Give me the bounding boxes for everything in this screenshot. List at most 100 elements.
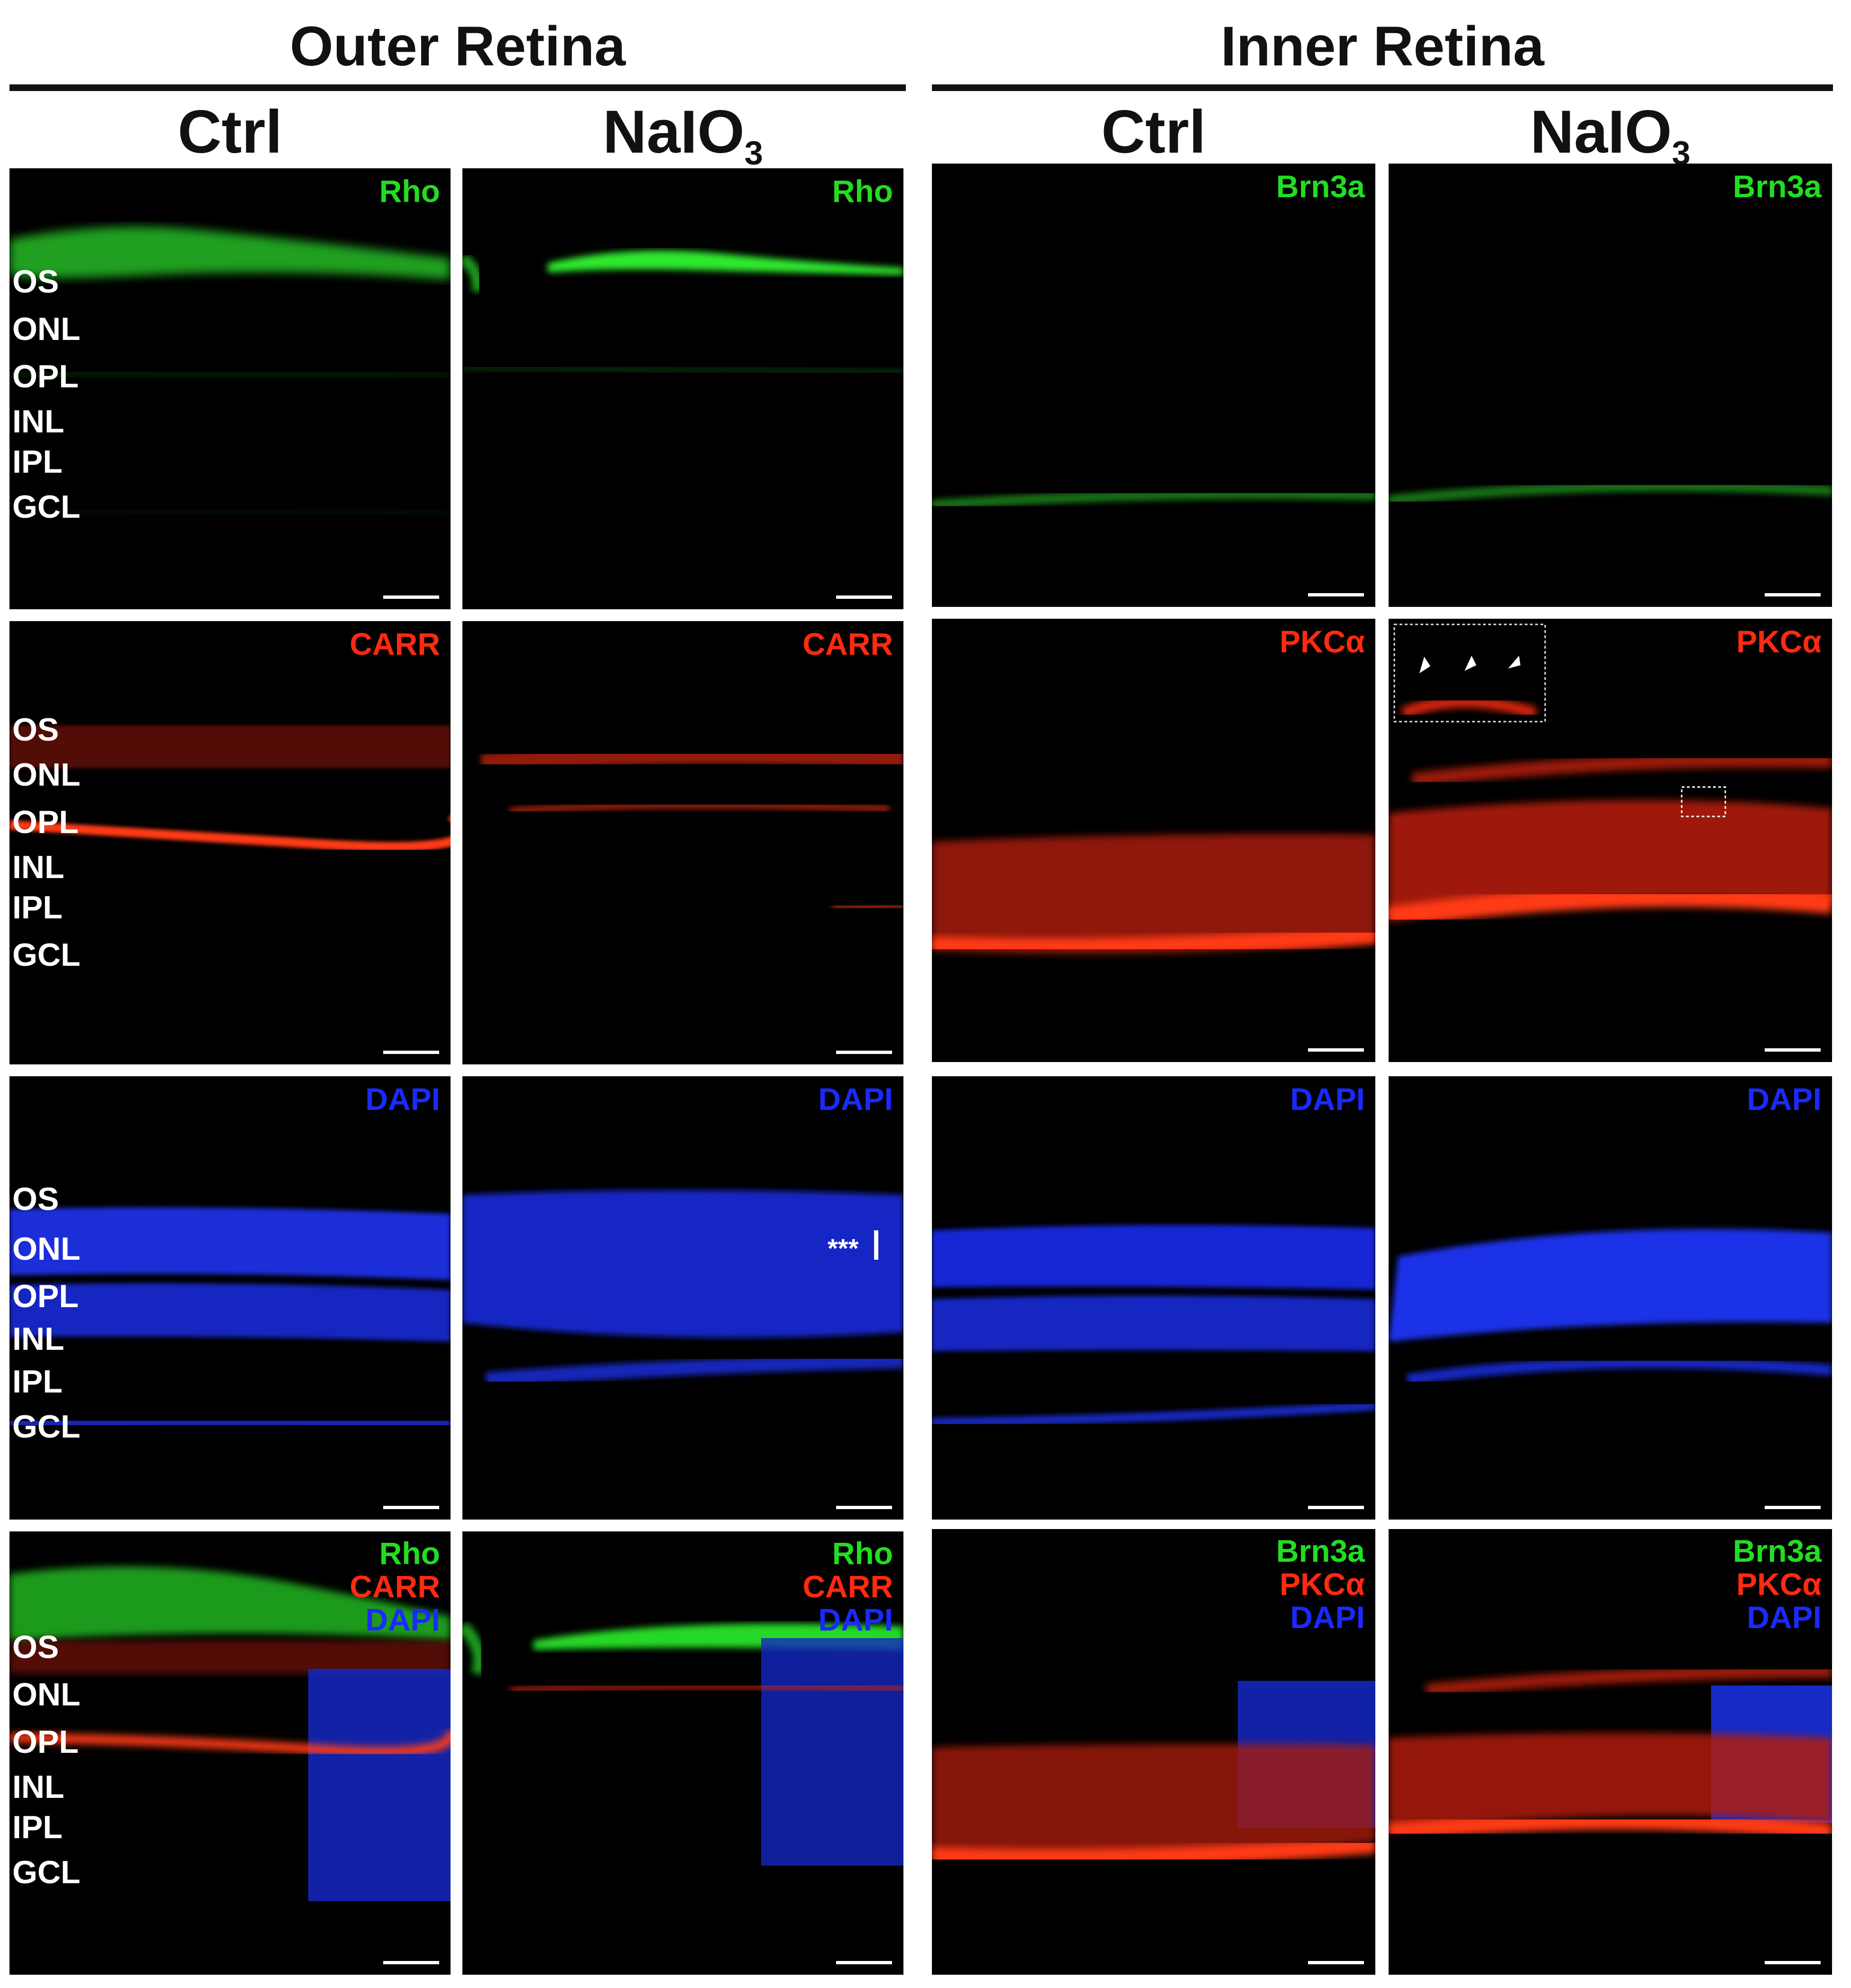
channel-label-dapi: DAPI: [365, 1602, 440, 1637]
inner-retina-title: Inner Retina: [1221, 15, 1544, 78]
channel-label-dapi: DAPI: [818, 1602, 893, 1637]
channel-label-carr: CARR: [350, 1569, 440, 1604]
layer-label-gcl: GCL: [12, 1409, 81, 1445]
scale-bar: [1308, 1506, 1364, 1509]
layer-label-ipl: IPL: [12, 1809, 63, 1845]
layer-label-ipl: IPL: [12, 1364, 63, 1400]
dapi-stain-image: [932, 1225, 1375, 1427]
panel-inner-naio3-brn3a: Brn3a: [1389, 164, 1832, 607]
pkca-stain-image: [1389, 623, 1832, 928]
layer-label-inl: INL: [12, 849, 64, 885]
merged-stain-image: [462, 1622, 903, 1866]
channel-label-dapi: DAPI: [1290, 1600, 1365, 1635]
channel-label-pkca: PKCα: [1280, 1567, 1365, 1602]
panel-outer-naio3-rho: Rho: [462, 168, 903, 609]
layer-label-onl: ONL: [12, 757, 81, 793]
layer-label-ipl: IPL: [12, 889, 63, 925]
layer-label-inl: INL: [12, 1769, 64, 1805]
channel-label-pkca: PKCα: [1280, 624, 1365, 659]
channel-label-brn3a: Brn3a: [1276, 169, 1365, 204]
significance-marker: ***: [828, 1233, 859, 1263]
col-header-outer-ctrl: Ctrl: [177, 98, 283, 166]
layer-label-opl: OPL: [12, 358, 79, 394]
panel-outer-ctrl-dapi: DAPI OS ONL OPL INL IPL GCL: [9, 1076, 451, 1520]
layer-label-gcl: GCL: [12, 937, 81, 973]
scale-bar: [1765, 1506, 1821, 1509]
panel-outer-naio3-merge: Rho CARR DAPI: [462, 1531, 903, 1975]
rho-stain-image: [462, 250, 903, 376]
scale-bar: [383, 1506, 439, 1509]
channel-label-pkca: PKCα: [1736, 624, 1822, 659]
layer-label-onl: ONL: [12, 311, 81, 347]
layer-label-onl: ONL: [12, 1677, 81, 1713]
pkca-stain-image: [932, 834, 1375, 958]
panel-inner-ctrl-merge: Brn3a PKCα DAPI: [932, 1529, 1375, 1975]
panel-inner-ctrl-brn3a: Brn3a: [932, 164, 1375, 607]
carr-stain-image: [9, 725, 451, 852]
layer-label-ipl: IPL: [12, 444, 63, 480]
carr-stain-image: [480, 745, 903, 911]
layer-label-opl: OPL: [12, 1278, 79, 1314]
rho-stain-image: [9, 227, 451, 516]
scale-bar: [1308, 1961, 1364, 1964]
channel-label-dapi: DAPI: [365, 1081, 440, 1117]
col-header-outer-naio3: NaIO3: [603, 98, 763, 172]
layer-label-os: OS: [12, 712, 59, 748]
scale-bar: [383, 595, 439, 599]
dapi-stain-image: [1389, 1228, 1832, 1385]
col-header-inner-naio3: NaIO3: [1530, 98, 1691, 172]
channel-label-brn3a: Brn3a: [1276, 1533, 1365, 1568]
merged-stain-image: [9, 1567, 451, 1901]
channel-label-rho: Rho: [832, 1536, 893, 1571]
scale-bar: [383, 1961, 439, 1964]
panel-inner-naio3-pkca: PKCα: [1389, 619, 1832, 1062]
panel-outer-ctrl-carr: CARR OS ONL OPL INL IPL GCL: [9, 621, 451, 1064]
panel-outer-naio3-carr: CARR: [462, 621, 903, 1064]
panel-outer-naio3-dapi: *** DAPI: [462, 1076, 903, 1520]
scale-bar: [836, 1506, 892, 1509]
outer-retina-title: Outer Retina: [289, 15, 626, 78]
inner-retina-rule: [932, 84, 1833, 91]
dapi-stain-image: [9, 1207, 451, 1431]
channel-label-rho: Rho: [379, 174, 440, 209]
channel-label-carr: CARR: [350, 626, 440, 661]
scale-bar: [836, 595, 892, 599]
channel-label-dapi: DAPI: [1290, 1081, 1365, 1117]
scale-bar: [1308, 1048, 1364, 1052]
scale-bar: [836, 1961, 892, 1964]
scale-bar: [1308, 593, 1364, 596]
scale-bar: [1765, 593, 1821, 596]
scale-bar: [1765, 1961, 1821, 1964]
panel-outer-ctrl-merge: Rho CARR DAPI OS ONL OPL INL IPL GCL: [9, 1531, 451, 1975]
outer-retina-rule: [9, 84, 906, 91]
panel-inner-ctrl-dapi: DAPI: [932, 1076, 1375, 1520]
channel-label-dapi: DAPI: [1747, 1081, 1822, 1117]
layer-label-os: OS: [12, 264, 59, 300]
channel-label-rho: Rho: [379, 1536, 440, 1571]
scale-bar: [836, 1051, 892, 1054]
layer-label-gcl: GCL: [12, 1854, 81, 1890]
dapi-stain-image: [462, 1190, 903, 1387]
channel-label-pkca: PKCα: [1736, 1567, 1822, 1602]
merged-stain-image: [932, 1681, 1375, 1868]
panel-inner-naio3-merge: Brn3a PKCα DAPI: [1389, 1529, 1832, 1975]
layer-label-inl: INL: [12, 1321, 64, 1357]
channel-label-brn3a: Brn3a: [1732, 169, 1822, 204]
layer-label-inl: INL: [12, 403, 64, 440]
channel-label-carr: CARR: [802, 1569, 893, 1604]
panel-inner-ctrl-pkca: PKCα: [932, 619, 1375, 1062]
brn3a-stain-image: [1389, 481, 1832, 505]
scale-bar: [383, 1051, 439, 1054]
panel-outer-ctrl-rho: Rho OS ONL OPL INL IPL GCL: [9, 168, 451, 609]
panel-inner-naio3-dapi: DAPI: [1389, 1076, 1832, 1520]
channel-label-dapi: DAPI: [818, 1081, 893, 1117]
brn3a-stain-image: [932, 489, 1375, 510]
col-header-inner-ctrl: Ctrl: [1101, 98, 1206, 166]
layer-label-opl: OPL: [12, 1724, 79, 1760]
channel-label-dapi: DAPI: [1747, 1600, 1822, 1635]
channel-label-brn3a: Brn3a: [1732, 1533, 1822, 1568]
layer-label-onl: ONL: [12, 1231, 81, 1267]
layer-label-os: OS: [12, 1629, 59, 1665]
merged-stain-image: [1389, 1665, 1832, 1841]
layer-label-opl: OPL: [12, 804, 79, 840]
